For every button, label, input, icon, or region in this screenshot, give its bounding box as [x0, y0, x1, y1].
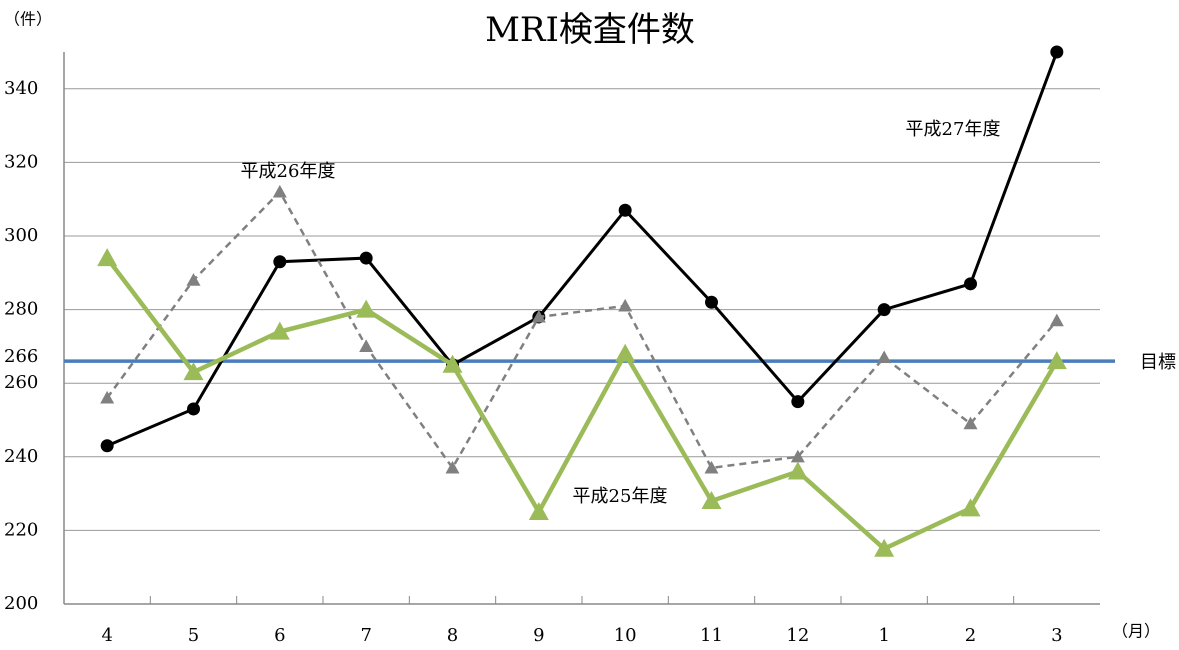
marker: [1050, 45, 1064, 59]
marker: [183, 362, 204, 381]
x-tick-label: 9: [533, 625, 544, 646]
series-line: [105, 256, 1059, 552]
x-tick-label: 8: [447, 625, 458, 646]
series-line: [106, 51, 1059, 448]
marker: [877, 350, 892, 364]
y-tick-label: 220: [4, 519, 38, 540]
x-tick-label: 5: [188, 625, 199, 646]
x-tick-label: 2: [965, 625, 976, 646]
x-tick-label: 6: [274, 625, 285, 646]
x-tick-label: 12: [786, 625, 809, 646]
x-tick-label: 10: [614, 625, 637, 646]
marker: [269, 321, 290, 340]
marker: [787, 461, 808, 480]
marker: [186, 273, 201, 286]
series-label: 平成27年度: [906, 119, 1001, 140]
y-tick-label: 260: [4, 372, 38, 393]
marker: [272, 184, 287, 198]
marker: [531, 309, 546, 323]
y-tick-label: 300: [4, 225, 38, 246]
target-label: 目標: [1140, 352, 1176, 373]
y-tick-label: 340: [4, 78, 38, 99]
marker: [963, 416, 978, 430]
marker: [528, 502, 549, 520]
y-tick-label: 320: [4, 151, 38, 172]
marker: [356, 299, 377, 318]
marker: [359, 339, 374, 352]
marker: [445, 460, 460, 474]
x-tick-label: 4: [101, 625, 112, 646]
marker: [359, 251, 373, 265]
marker: [704, 460, 719, 474]
marker: [100, 439, 114, 453]
marker: [273, 255, 287, 269]
marker: [790, 449, 805, 463]
marker: [1046, 351, 1067, 370]
x-tick-label: 3: [1051, 625, 1062, 646]
y-tick-label: 200: [4, 593, 38, 614]
marker: [791, 395, 805, 409]
y-unit: （件）: [4, 10, 52, 29]
y-tick-label: 240: [4, 446, 38, 467]
series-label: 平成25年度: [573, 486, 668, 507]
marker: [97, 248, 118, 267]
marker: [442, 354, 463, 373]
target-value: 266: [4, 346, 38, 367]
x-tick-label: 1: [878, 625, 889, 646]
marker: [877, 303, 891, 317]
marker: [874, 538, 895, 557]
marker: [960, 498, 981, 517]
marker: [100, 390, 115, 404]
marker: [615, 343, 636, 362]
x-tick-label: 7: [360, 625, 371, 646]
marker: [1049, 313, 1064, 327]
marker: [964, 277, 977, 291]
series-label: 平成26年度: [241, 161, 336, 182]
x-tick-label: 11: [700, 625, 723, 646]
marker: [705, 295, 718, 309]
y-tick-label: 280: [4, 299, 38, 320]
marker: [618, 203, 632, 217]
x-unit: （月）: [1112, 622, 1160, 641]
marker: [187, 402, 200, 416]
marker: [701, 490, 722, 509]
series-line: [106, 189, 1058, 471]
chart-title: MRI検査件数: [485, 10, 695, 50]
marker: [618, 298, 633, 312]
